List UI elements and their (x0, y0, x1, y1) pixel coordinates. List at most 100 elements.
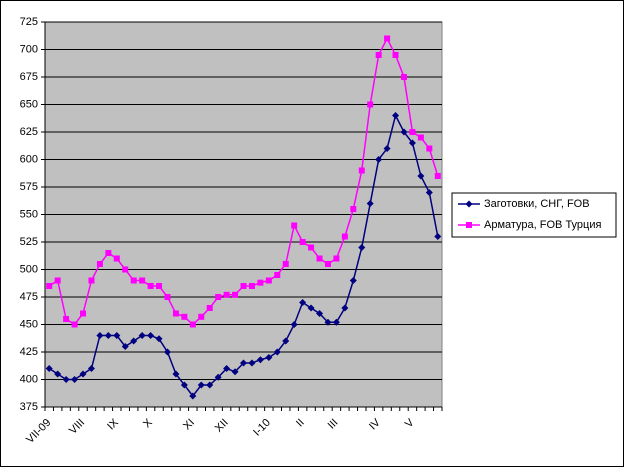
data-point (291, 222, 298, 229)
data-point (299, 299, 307, 306)
data-point (383, 145, 391, 152)
data-point (257, 279, 264, 286)
data-point (358, 167, 365, 174)
data-point (54, 277, 61, 284)
data-point (231, 368, 239, 376)
data-point (104, 332, 112, 339)
legend-label: Заготовки, СНГ, FOB (484, 198, 590, 210)
data-point (45, 365, 53, 372)
data-point (63, 316, 70, 322)
data-point (54, 370, 62, 378)
data-point (163, 348, 171, 356)
data-point (282, 261, 289, 267)
data-point (308, 244, 315, 251)
data-point (375, 52, 382, 58)
data-point (113, 332, 121, 339)
y-tick-label: 550 (20, 208, 38, 220)
data-point (324, 261, 331, 267)
data-point (164, 294, 171, 300)
legend-label: Арматура, FOB Турция (484, 219, 601, 231)
data-point (189, 321, 196, 328)
data-point (214, 373, 222, 381)
y-tick-label: 650 (20, 98, 38, 110)
data-point (426, 145, 433, 152)
legend-marker (465, 200, 473, 208)
data-point (88, 277, 95, 284)
data-point (265, 277, 272, 284)
data-point (180, 381, 188, 389)
data-point (240, 359, 247, 367)
data-point (400, 74, 407, 80)
data-point (299, 239, 306, 245)
data-point (408, 139, 416, 147)
data-point (375, 156, 383, 163)
data-point (274, 272, 281, 278)
data-point (147, 283, 154, 289)
data-point (290, 321, 298, 328)
data-point (122, 266, 129, 273)
data-point (434, 233, 442, 240)
legend-marker (466, 222, 472, 228)
data-point (172, 310, 179, 317)
data-point (256, 356, 264, 364)
data-point (349, 277, 357, 284)
data-point (350, 206, 357, 212)
data-point (248, 359, 256, 367)
data-point (130, 277, 137, 284)
data-point (172, 370, 180, 378)
y-tick-label: 400 (20, 373, 38, 385)
data-point (409, 129, 416, 135)
data-point (232, 291, 239, 298)
data-point (80, 310, 87, 317)
data-point (341, 233, 348, 240)
data-point (121, 343, 129, 350)
data-point (367, 101, 374, 108)
data-point (341, 304, 349, 312)
data-point (197, 381, 205, 389)
data-point (425, 189, 433, 196)
data-point (240, 283, 247, 289)
data-point (366, 200, 374, 207)
data-point (113, 255, 120, 262)
data-point (282, 337, 290, 345)
data-point (130, 337, 138, 345)
data-point (215, 294, 222, 300)
data-point (384, 35, 391, 42)
data-point (434, 173, 441, 179)
data-point (223, 365, 231, 372)
data-point (307, 304, 315, 312)
y-tick-label: 700 (20, 43, 38, 55)
y-tick-label: 425 (20, 346, 38, 358)
data-point (400, 128, 408, 136)
data-point (189, 392, 197, 400)
data-point (138, 332, 146, 339)
y-tick-label: 675 (20, 71, 38, 83)
data-point (332, 318, 340, 326)
data-point (147, 332, 155, 339)
data-point (62, 376, 70, 383)
data-point (265, 354, 273, 361)
data-point (333, 255, 340, 262)
data-point (96, 261, 103, 267)
data-point (96, 332, 104, 339)
data-point (273, 348, 281, 356)
data-point (46, 283, 53, 289)
data-point (392, 52, 399, 58)
y-tick-label: 575 (20, 181, 38, 193)
data-point (105, 250, 112, 256)
y-tick-label: 375 (20, 401, 38, 413)
data-point (358, 244, 366, 251)
data-point (223, 291, 230, 298)
y-tick-label: 600 (20, 153, 38, 165)
legend (451, 192, 617, 238)
data-point (139, 277, 146, 284)
data-point (206, 305, 213, 311)
y-tick-label: 725 (20, 16, 38, 28)
data-point (316, 310, 324, 317)
data-point (248, 283, 255, 289)
data-point (417, 134, 424, 141)
y-tick-label: 450 (20, 318, 38, 330)
data-point (198, 313, 205, 320)
data-point (181, 313, 188, 320)
